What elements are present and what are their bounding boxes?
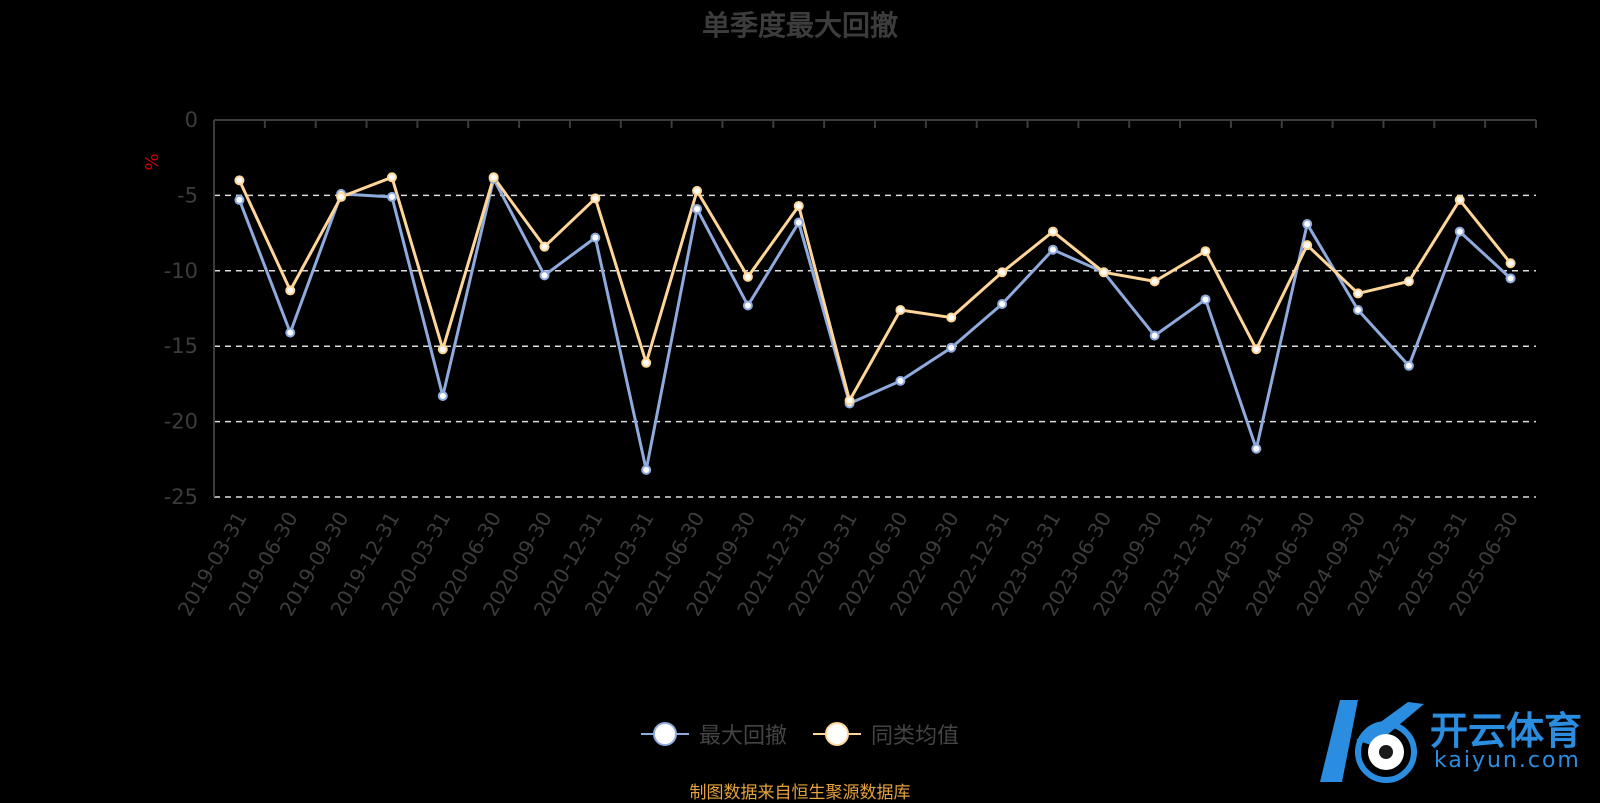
series-0-point <box>895 375 906 386</box>
series-0-point <box>1251 443 1262 454</box>
series-line-0 <box>238 177 1512 472</box>
series-0-point <box>1403 360 1414 371</box>
series-0-point <box>997 298 1008 309</box>
series-0-point <box>1302 219 1313 230</box>
series-1-point <box>539 241 550 252</box>
series-1-point <box>386 172 397 183</box>
y-axis-label: % <box>142 153 163 170</box>
series-1-point <box>1454 194 1465 205</box>
series-0-point <box>742 300 753 311</box>
series-1-point <box>336 191 347 202</box>
series-0-point <box>437 390 448 401</box>
series-1-point <box>1505 258 1516 269</box>
series-1-point <box>285 285 296 296</box>
series-0-point <box>793 217 804 228</box>
series-1-point <box>1047 226 1058 237</box>
y-tick-label: 0 <box>185 108 198 132</box>
series-1-point <box>488 172 499 183</box>
watermark-logo: 开云体育 kaiyun.com <box>1312 696 1592 786</box>
series-1-point <box>641 357 652 368</box>
series-0-point <box>641 464 652 475</box>
series-1-point <box>1149 276 1160 287</box>
legend-series-0-marker-icon <box>640 721 689 747</box>
series-0-point <box>1149 330 1160 341</box>
legend: 最大回撤 同类均值 <box>0 718 1600 750</box>
y-tick-label: -10 <box>164 259 198 283</box>
legend-series-1-marker-icon <box>813 721 861 747</box>
series-1-point <box>1302 240 1313 251</box>
series-1-point <box>590 193 601 204</box>
chart-title: 单季度最大回撤 <box>701 9 898 42</box>
series-0-point <box>539 270 550 281</box>
series-1-point <box>437 344 448 355</box>
series-0-point <box>1505 273 1516 284</box>
series-1-point <box>844 395 855 406</box>
series-0-point <box>386 191 397 202</box>
series-0-point <box>1047 244 1058 255</box>
legend-label-series-1: 同类均值 <box>871 724 960 749</box>
y-tick-label: -15 <box>164 334 198 358</box>
series-0-point <box>590 232 601 243</box>
series-1-point <box>1403 276 1414 287</box>
series-1-point <box>1353 288 1364 299</box>
series-1-point <box>1200 246 1211 257</box>
series-1-point <box>234 175 245 186</box>
series-1-point <box>1098 267 1109 278</box>
legend-label-series-0: 最大回撤 <box>698 724 787 749</box>
series-0-point <box>1200 294 1211 305</box>
series-line-1 <box>238 175 1512 402</box>
series-0-point <box>1454 226 1465 237</box>
series-1-point <box>895 305 906 316</box>
watermark-subtext: kaiyun.com <box>1434 748 1581 773</box>
watermark-text: 开云体育 <box>1430 709 1583 753</box>
series-1-point <box>1251 344 1262 355</box>
legend-item-series-0[interactable]: 最大回撤 <box>640 718 787 750</box>
series-1-point <box>742 271 753 282</box>
series-1-point <box>997 267 1008 278</box>
legend-item-series-1[interactable]: 同类均值 <box>813 718 959 750</box>
y-tick-label: -20 <box>164 410 198 434</box>
series-0-point <box>285 327 296 338</box>
series-0-point <box>234 194 245 205</box>
data-source-note: 制图数据来自恒生聚源数据库 <box>689 783 911 803</box>
y-tick-label: -25 <box>164 485 198 509</box>
series-1-point <box>946 312 957 323</box>
series-1-point <box>692 185 703 196</box>
series-0-point <box>692 203 703 214</box>
kaiyun-logo-icon <box>1320 700 1424 783</box>
y-tick-label: -5 <box>177 183 198 207</box>
series-0-point <box>946 342 957 353</box>
series-1-point <box>793 200 804 211</box>
series-0-point <box>1353 305 1364 316</box>
